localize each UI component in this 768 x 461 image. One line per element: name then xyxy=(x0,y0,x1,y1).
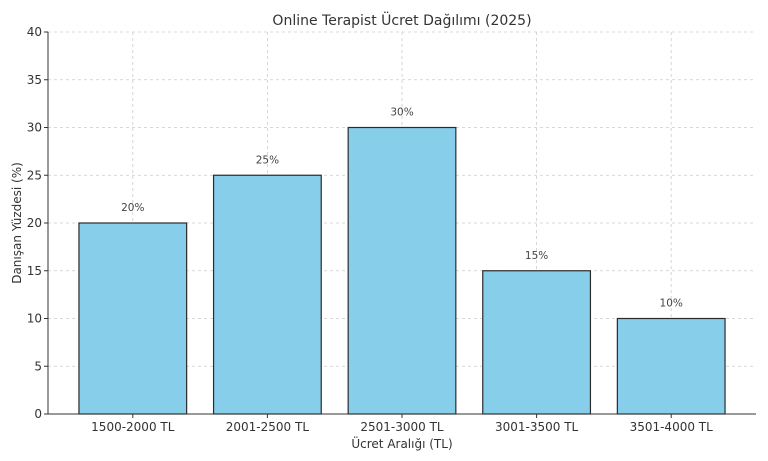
x-tick-label-4: 3501-4000 TL xyxy=(630,420,714,434)
y-axis-label: Danışan Yüzdesi (%) xyxy=(10,162,24,284)
data-label-0: 20% xyxy=(121,202,144,214)
y-tick-label-8: 40 xyxy=(27,25,42,39)
data-label-1: 25% xyxy=(256,154,279,166)
x-tick-label-1: 2001-2500 TL xyxy=(226,420,310,434)
y-tick-label-6: 30 xyxy=(27,121,42,135)
x-tick-label-2: 2501-3000 TL xyxy=(360,420,444,434)
bar-2 xyxy=(347,126,457,415)
bar-0 xyxy=(78,222,188,415)
data-label-2: 30% xyxy=(390,107,413,119)
data-label-3: 15% xyxy=(525,250,548,262)
axes-layer: 0 5 10 15 20 25 30 35 40 1500-2000 TL 2001-2500 TL… xyxy=(27,25,756,434)
y-tick-label-4: 20 xyxy=(27,216,42,230)
bars-layer xyxy=(78,126,726,415)
y-tick-label-0: 0 xyxy=(34,407,42,421)
x-tick-label-0: 1500-2000 TL xyxy=(91,420,175,434)
y-tick-label-5: 25 xyxy=(27,168,42,182)
x-tick-label-3: 3001-3500 TL xyxy=(495,420,579,434)
x-axis-label: Ücret Aralığı (TL) xyxy=(351,435,452,451)
y-tick-label-7: 35 xyxy=(27,73,42,87)
bar-4 xyxy=(616,317,726,415)
y-tick-label-1: 5 xyxy=(34,359,42,373)
y-tick-label-2: 10 xyxy=(27,312,42,326)
bar-3 xyxy=(482,270,592,415)
data-labels-layer: 20% 25% 30% 15% 10% xyxy=(121,107,683,310)
bar-1 xyxy=(212,174,322,415)
y-tick-label-3: 15 xyxy=(27,264,42,278)
chart-title: Online Terapist Ücret Dağılımı (2025) xyxy=(272,11,531,29)
data-label-4: 10% xyxy=(660,298,683,310)
